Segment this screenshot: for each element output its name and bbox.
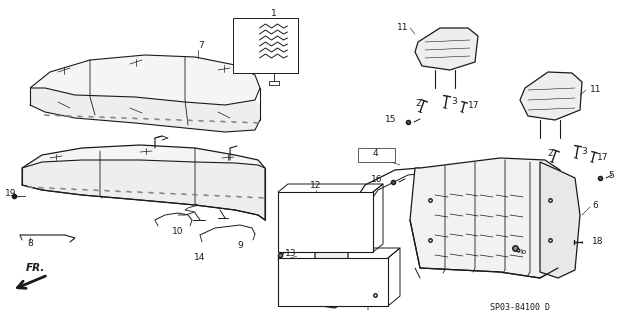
Text: 11: 11 <box>590 85 602 94</box>
Polygon shape <box>410 158 560 278</box>
Polygon shape <box>278 192 373 252</box>
Text: 7: 7 <box>198 41 204 50</box>
Text: SP03-84100 D: SP03-84100 D <box>490 303 550 313</box>
Text: 11: 11 <box>397 24 408 33</box>
Polygon shape <box>30 55 260 105</box>
Polygon shape <box>30 88 260 132</box>
Text: 10: 10 <box>172 227 184 236</box>
Polygon shape <box>415 28 478 70</box>
Text: 5: 5 <box>608 172 614 181</box>
Polygon shape <box>233 18 298 73</box>
Text: 14: 14 <box>195 254 205 263</box>
Polygon shape <box>22 160 265 220</box>
Polygon shape <box>278 258 388 306</box>
Text: 3: 3 <box>581 147 587 157</box>
Text: FR.: FR. <box>26 263 45 273</box>
Polygon shape <box>540 162 580 278</box>
Text: 1: 1 <box>271 10 276 19</box>
Text: lo: lo <box>520 249 526 255</box>
Text: 8: 8 <box>27 240 33 249</box>
Text: 2: 2 <box>547 150 553 159</box>
Text: 18: 18 <box>592 238 604 247</box>
Polygon shape <box>22 145 265 168</box>
Text: 3: 3 <box>451 98 457 107</box>
Polygon shape <box>315 232 348 308</box>
Text: 16: 16 <box>371 175 382 184</box>
Text: 17: 17 <box>597 152 609 161</box>
Text: 9: 9 <box>237 241 243 250</box>
Text: 4: 4 <box>372 150 378 159</box>
Text: 2: 2 <box>415 100 421 108</box>
Polygon shape <box>520 72 582 120</box>
Text: 15: 15 <box>385 115 396 124</box>
Text: 13: 13 <box>285 249 296 257</box>
Polygon shape <box>358 148 395 162</box>
Text: 6: 6 <box>592 201 598 210</box>
Text: 17: 17 <box>468 101 479 110</box>
Text: 19: 19 <box>5 189 17 198</box>
Text: 12: 12 <box>310 182 322 190</box>
